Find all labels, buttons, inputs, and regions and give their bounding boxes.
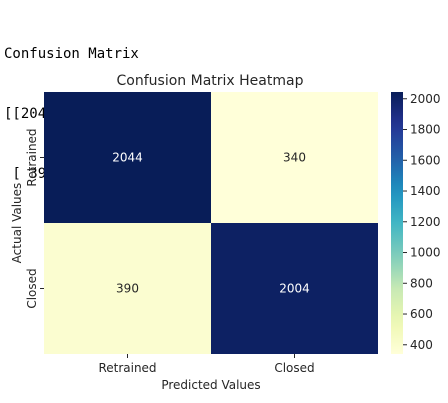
colorbar-tick-label: 1800	[410, 123, 441, 137]
x-axis-label: Predicted Values	[161, 378, 260, 392]
colorbar-tick-label: 2000	[410, 92, 441, 106]
heatmap-cell	[44, 223, 211, 354]
y-axis-label: Actual Values	[10, 183, 24, 264]
heatmap-cell	[44, 92, 211, 223]
colorbar	[391, 92, 403, 354]
y-tick-label: Closed	[25, 268, 39, 308]
colorbar-tick-label: 400	[410, 338, 433, 352]
console-line: Confusion Matrix	[4, 46, 139, 62]
colorbar-tick-label: 800	[410, 276, 433, 290]
colorbar-tick-label: 1400	[410, 184, 441, 198]
cell-annotation: 2044	[112, 151, 143, 165]
cell-annotation: 390	[116, 282, 139, 296]
x-tick-label: Closed	[274, 361, 314, 375]
cell-annotation: 340	[283, 151, 306, 165]
x-tick-label: Retrained	[98, 361, 156, 375]
colorbar-tick-label: 1000	[410, 246, 441, 260]
cell-annotation: 2004	[279, 282, 310, 296]
colorbar-tick-label: 600	[410, 307, 433, 321]
y-tick-label: Retrained	[25, 128, 39, 186]
colorbar-tick-label: 1200	[410, 215, 441, 229]
heatmap-cell	[211, 92, 378, 223]
colorbar-tick-label: 1600	[410, 153, 441, 167]
chart-title: Confusion Matrix Heatmap	[117, 73, 304, 89]
heatmap-cell	[211, 223, 378, 354]
